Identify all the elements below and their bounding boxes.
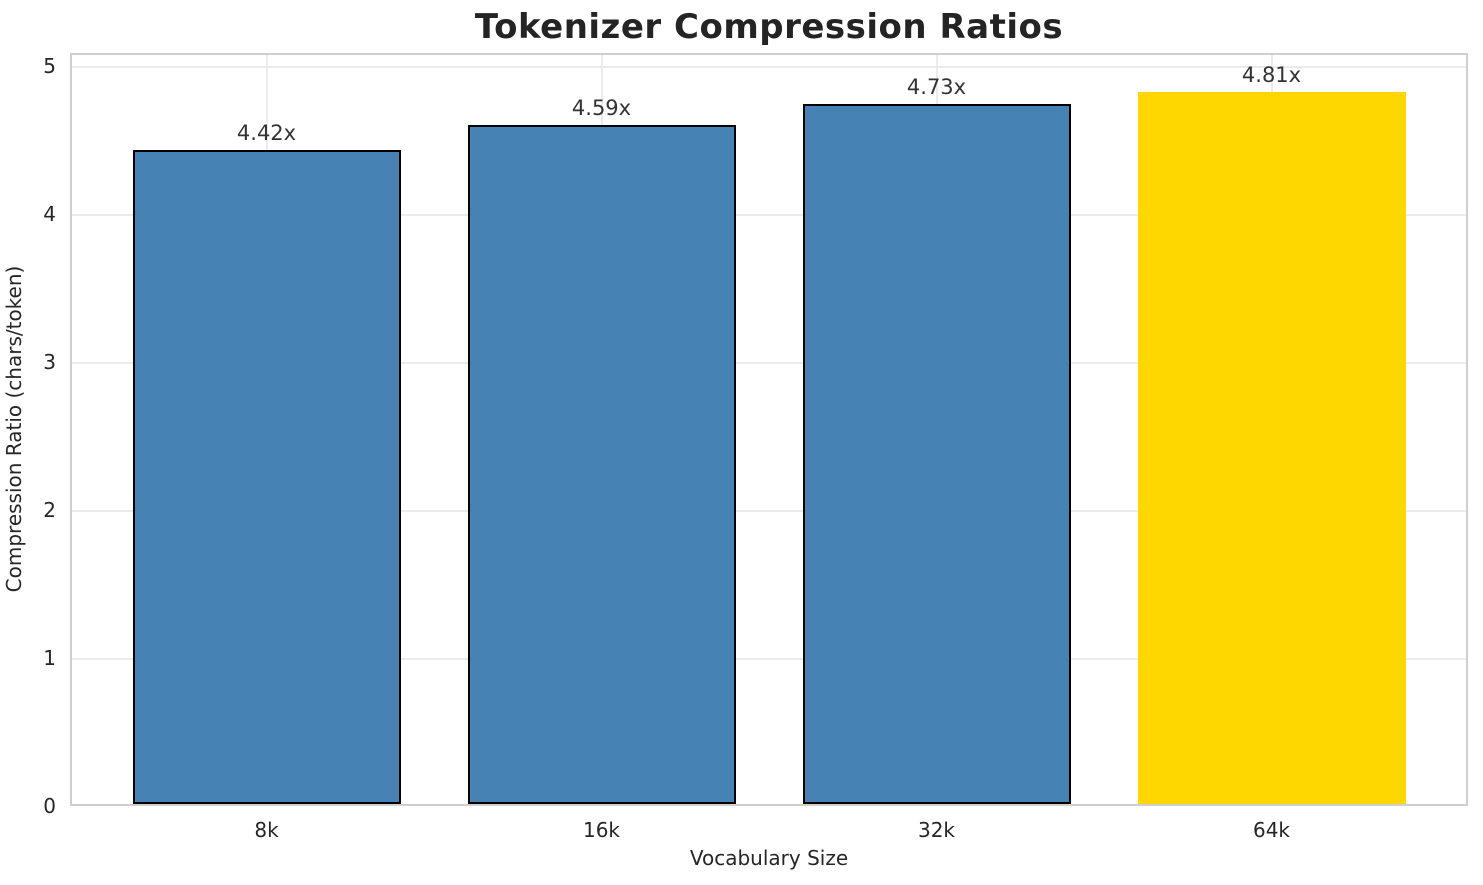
x-tick-label: 32k [917, 818, 956, 842]
y-tick-label: 1 [43, 646, 56, 670]
h-gridline [72, 658, 1466, 660]
y-tick-label: 5 [43, 54, 56, 78]
bar-8k [132, 150, 401, 804]
h-gridline [72, 66, 1466, 68]
plot-area: 4.42x 4.59x 4.73x 4.81x [70, 53, 1468, 806]
h-gridline [72, 214, 1466, 216]
x-tick-label: 8k [254, 818, 279, 842]
x-axis-label: Vocabulary Size [689, 846, 849, 870]
h-gridline [72, 362, 1466, 364]
y-tick-label: 0 [43, 794, 56, 818]
y-tick-label: 4 [43, 202, 56, 226]
bar-value-label: 4.81x [1241, 63, 1302, 87]
bar-value-label: 4.42x [236, 121, 297, 145]
bar-32k [802, 104, 1071, 804]
bar-64k [1137, 92, 1406, 804]
y-axis-label-text: Compression Ratio (chars/token) [2, 265, 26, 593]
y-tick-label: 2 [43, 498, 56, 522]
bar-16k [467, 125, 736, 804]
y-tick-label: 3 [43, 350, 56, 374]
x-tick-label: 64k [1252, 818, 1291, 842]
bar-value-label: 4.59x [571, 96, 632, 120]
bar-value-label: 4.73x [906, 75, 967, 99]
h-gridline [72, 510, 1466, 512]
x-tick-label: 16k [582, 818, 621, 842]
chart-title: Tokenizer Compression Ratios [474, 7, 1064, 47]
